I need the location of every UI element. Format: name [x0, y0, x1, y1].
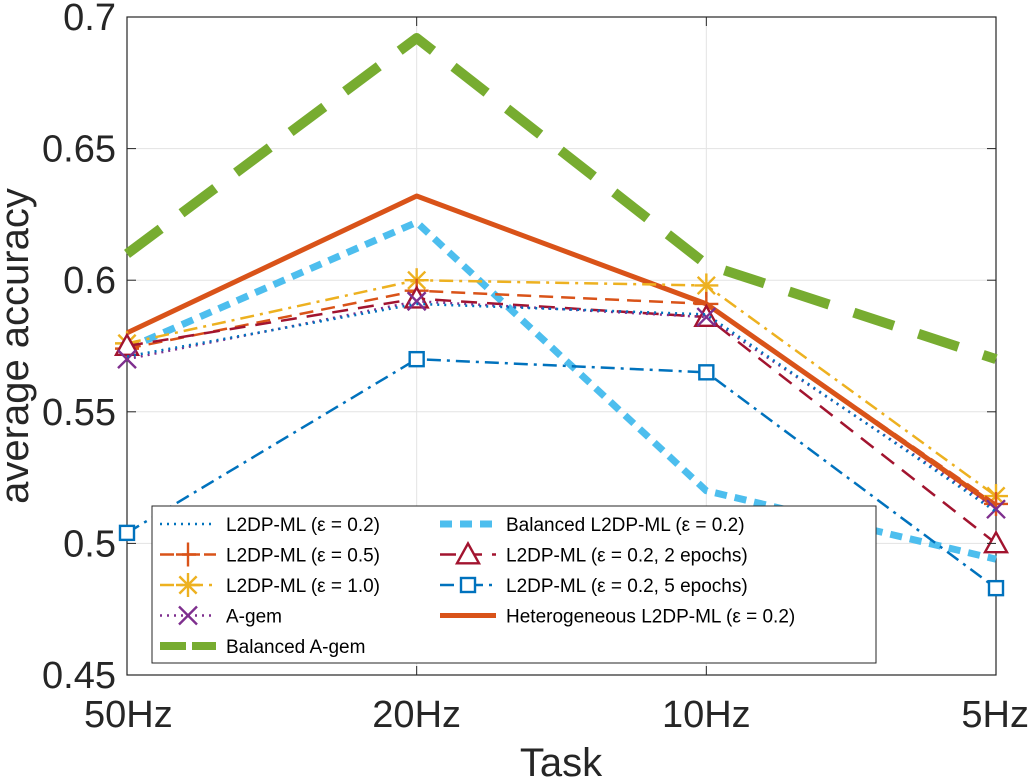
marker-stroke [178, 575, 198, 595]
marker-shape [982, 529, 1010, 554]
square-marker [118, 524, 136, 542]
marker-shape [408, 350, 425, 368]
marker-stroke [406, 291, 427, 312]
marker-stroke [696, 307, 717, 327]
square-marker [987, 579, 1005, 597]
marker-shape [113, 332, 141, 356]
series-line [126, 289, 997, 505]
series-6 [113, 285, 1010, 554]
y-tick-label: 0.5 [63, 523, 116, 565]
legend-label: L2DP-ML (ε = 0.2) [226, 515, 380, 536]
legend: L2DP-ML (ε = 0.2) L2DP-ML (ε = 0.5) L2DP-M… [151, 505, 877, 664]
y-axis-label: average accuracy [0, 188, 37, 504]
plus-marker [984, 491, 1008, 516]
square-marker [459, 576, 477, 594]
legend-label: L2DP-ML (ε = 1.0) [226, 576, 380, 597]
x-tick-label: 5Hz [961, 694, 1029, 736]
legend-entry: L2DP-ML (ε = 1.0) [160, 573, 380, 597]
y-tick-label: 0.45 [42, 655, 116, 697]
x-tick-label: 50Hz [84, 694, 173, 736]
marker-shape [987, 579, 1005, 597]
y-tick-label: 0.7 [63, 0, 116, 39]
series-2 [115, 268, 1008, 509]
legend-entry: Balanced A-gem [160, 637, 365, 658]
x-axis-ticks: 50Hz 20Hz 10Hz 5Hz [84, 17, 1029, 736]
marker-shape [459, 576, 477, 594]
y-tick-label: 0.55 [42, 392, 116, 434]
plus-marker [176, 542, 200, 567]
legend-box [151, 505, 877, 664]
legend-entry: Heterogeneous L2DP-ML (ε = 0.2) [440, 607, 795, 628]
legend-label: Balanced A-gem [226, 637, 365, 658]
x-axis-label: Task [520, 741, 603, 781]
legend-entry: L2DP-ML (ε = 0.5) [160, 542, 380, 567]
legend-entry: L2DP-ML (ε = 0.2, 2 epochs) [440, 541, 748, 567]
legend-entry: L2DP-ML (ε = 0.2, 5 epochs) [440, 576, 748, 597]
legend-label: A-gem [226, 607, 282, 628]
series-8 [125, 193, 998, 509]
marker-shape [118, 524, 136, 542]
legend-label: L2DP-ML (ε = 0.2, 2 epochs) [506, 546, 748, 567]
triangle-marker [982, 529, 1010, 554]
y-tick-label: 0.6 [63, 260, 116, 302]
square-marker [698, 364, 715, 381]
marker-stroke [178, 605, 198, 626]
legend-label: Heterogeneous L2DP-ML (ε = 0.2) [506, 607, 795, 628]
x-marker [178, 605, 198, 626]
x-tick-label: 10Hz [662, 694, 751, 736]
series-line [126, 297, 997, 545]
marker-stroke [117, 349, 137, 370]
legend-entry: Balanced L2DP-ML (ε = 0.2) [440, 515, 745, 536]
legend-label: L2DP-ML (ε = 0.2, 5 epochs) [506, 576, 748, 597]
series-line [126, 278, 997, 498]
legend-entry: L2DP-ML (ε = 0.2) [160, 515, 380, 536]
legend-label: L2DP-ML (ε = 0.5) [226, 546, 380, 567]
marker-shape [454, 541, 482, 565]
legend-label: Balanced L2DP-ML (ε = 0.2) [506, 515, 745, 536]
series-line [124, 33, 998, 364]
asterisk-marker [694, 273, 719, 298]
y-tick-label: 0.65 [42, 129, 116, 171]
triangle-marker [113, 332, 141, 356]
series-4 [124, 33, 998, 364]
series-line [126, 300, 997, 511]
x-marker [696, 307, 717, 327]
marker-stroke [986, 499, 1006, 520]
legend-entry: A-gem [160, 605, 282, 628]
y-axis-ticks: 0.45 0.5 0.55 0.6 0.65 0.7 [42, 0, 996, 697]
marker-shape [698, 364, 715, 381]
x-marker [406, 291, 427, 312]
triangle-marker [403, 285, 430, 309]
x-marker [986, 499, 1006, 520]
asterisk-marker [176, 573, 200, 597]
series-line [126, 302, 997, 513]
series-layer [113, 33, 1010, 597]
x-tick-label: 20Hz [372, 694, 461, 736]
series-7 [118, 350, 1005, 597]
square-marker [408, 350, 425, 368]
triangle-marker [454, 541, 482, 565]
marker-shape [403, 285, 430, 309]
x-marker [117, 349, 137, 370]
series-0 [126, 302, 997, 513]
series-line [125, 193, 998, 509]
marker-stroke [696, 275, 716, 295]
